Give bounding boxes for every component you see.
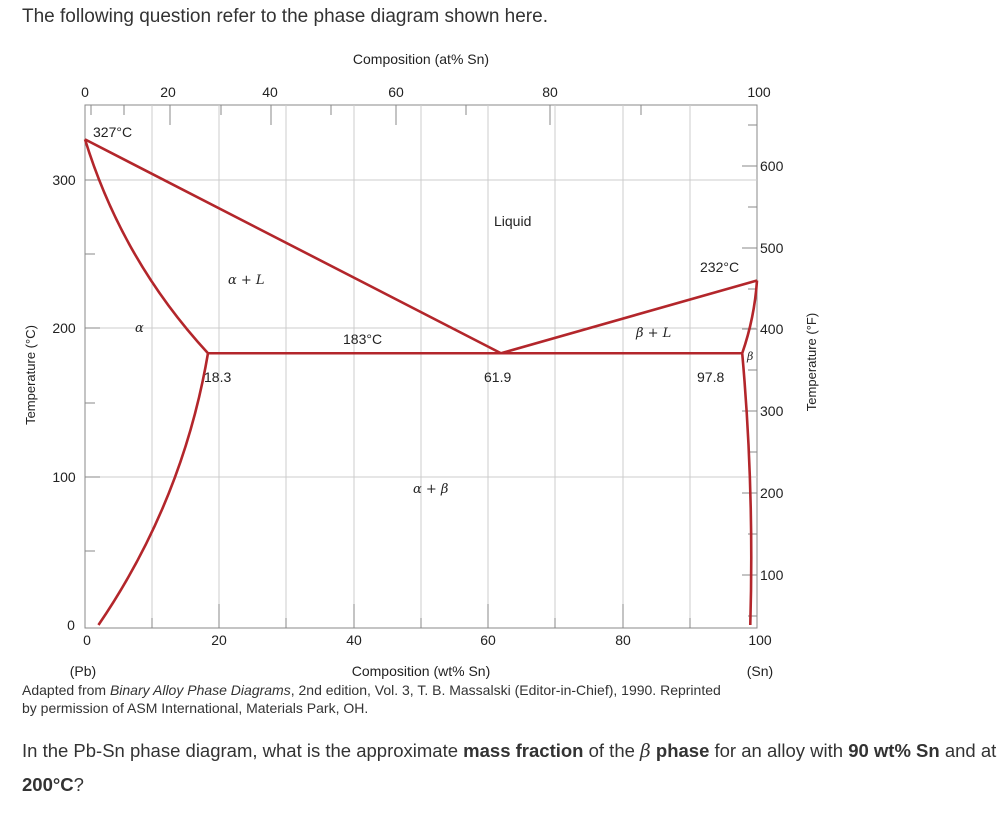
right-tick-500: 500 bbox=[760, 240, 784, 256]
bottom-tick-100: 100 bbox=[748, 632, 772, 648]
label-61-9: 61.9 bbox=[484, 369, 511, 385]
alpha-solidus-line bbox=[83, 139, 209, 355]
bottom-tick-0: 0 bbox=[83, 632, 91, 648]
question-composition: 90 wt% Sn bbox=[848, 740, 940, 761]
label-232c: 232°C bbox=[700, 259, 739, 275]
bottom-tick-80: 80 bbox=[615, 632, 631, 648]
beta-solvus-line bbox=[740, 353, 753, 626]
right-tick-400: 400 bbox=[760, 321, 784, 337]
caption-book-title: Binary Alloy Phase Diagrams bbox=[109, 682, 291, 698]
right-tick-600: 600 bbox=[760, 158, 784, 174]
left-tick-100: 100 bbox=[52, 469, 76, 485]
top-tick-100: 100 bbox=[747, 84, 771, 100]
grid bbox=[85, 105, 757, 628]
right-tick-200: 200 bbox=[760, 485, 784, 501]
label-pb: (Pb) bbox=[70, 663, 96, 679]
left-tick-0: 0 bbox=[67, 617, 75, 633]
question-text: In the Pb-Sn phase diagram, what is the … bbox=[22, 740, 997, 795]
top-tick-40: 40 bbox=[262, 84, 278, 100]
region-alpha-l: α + L bbox=[228, 273, 265, 288]
beta-solidus-line bbox=[740, 280, 759, 354]
bottom-tick-60: 60 bbox=[480, 632, 496, 648]
question-beta-symbol: β bbox=[640, 741, 651, 762]
region-liquid: Liquid bbox=[494, 213, 531, 229]
right-tick-100: 100 bbox=[760, 567, 784, 583]
left-axis-label: Temperature (°C) bbox=[23, 325, 38, 425]
phase-lines bbox=[83, 138, 759, 626]
right-tick-300: 300 bbox=[760, 403, 784, 419]
top-tick-0: 0 bbox=[81, 84, 89, 100]
top-tick-20: 20 bbox=[160, 84, 176, 100]
top-axis-label: Composition (at% Sn) bbox=[353, 51, 489, 67]
caption-line-2: by permission of ASM International, Mate… bbox=[22, 700, 369, 716]
left-tick-300: 300 bbox=[52, 172, 76, 188]
bottom-tick-40: 40 bbox=[346, 632, 362, 648]
bottom-axis-label: Composition (wt% Sn) bbox=[352, 663, 491, 679]
label-18-3: 18.3 bbox=[204, 369, 231, 385]
region-beta: β bbox=[746, 350, 753, 363]
top-ticks bbox=[90, 105, 758, 125]
alpha-solvus-line bbox=[97, 353, 210, 626]
phase-diagram-chart: Composition (at% Sn) 0 20 40 60 80 100 0… bbox=[23, 51, 819, 679]
top-tick-60: 60 bbox=[388, 84, 404, 100]
region-alpha: α bbox=[135, 321, 144, 336]
question-temperature: 200°C bbox=[22, 774, 74, 795]
label-327c: 327°C bbox=[93, 124, 132, 140]
question-term-mass-fraction: mass fraction bbox=[463, 740, 584, 761]
left-ticks bbox=[85, 179, 100, 552]
label-sn: (Sn) bbox=[747, 663, 773, 679]
label-183c: 183°C bbox=[343, 331, 382, 347]
region-beta-l: β + L bbox=[635, 326, 671, 341]
right-axis-label: Temperature (°F) bbox=[804, 313, 819, 411]
question-term-phase: phase bbox=[650, 740, 710, 761]
caption-line-1: Adapted from Binary Alloy Phase Diagrams… bbox=[22, 682, 721, 698]
top-tick-80: 80 bbox=[542, 84, 558, 100]
right-ticks bbox=[742, 124, 757, 617]
bottom-tick-20: 20 bbox=[211, 632, 227, 648]
bottom-ticks bbox=[151, 604, 691, 628]
intro-text: The following question refer to the phas… bbox=[22, 6, 548, 27]
region-alpha-beta: α + β bbox=[413, 482, 448, 497]
figure-caption: Adapted from Binary Alloy Phase Diagrams… bbox=[22, 681, 721, 717]
label-97-8: 97.8 bbox=[697, 369, 724, 385]
left-tick-200: 200 bbox=[52, 320, 76, 336]
